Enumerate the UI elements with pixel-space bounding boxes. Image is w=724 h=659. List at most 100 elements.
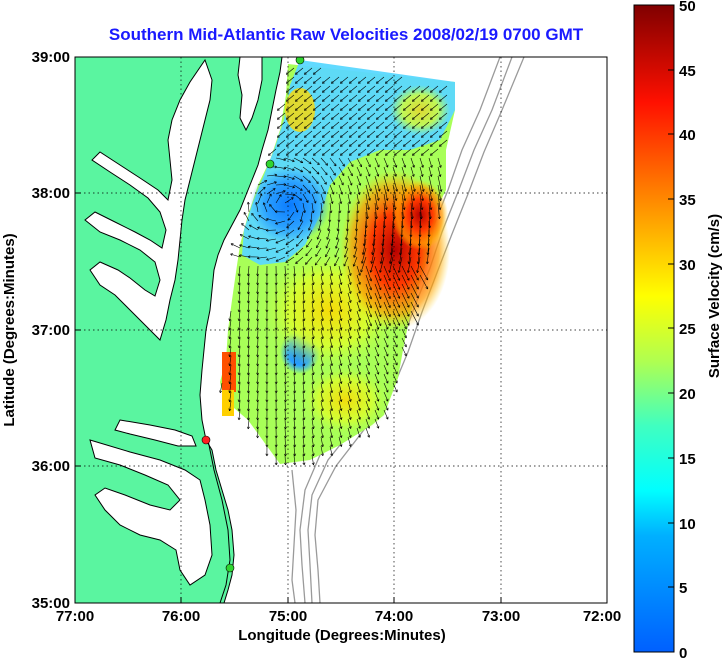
velocity-arrow-head xyxy=(246,336,250,340)
velocity-arrow-head xyxy=(348,390,352,393)
velocity-arrow-head xyxy=(406,322,410,326)
velocity-arrow xyxy=(394,148,403,156)
velocity-arrow-head xyxy=(429,165,433,168)
velocity-arrow-head xyxy=(421,125,424,129)
velocity-arrow xyxy=(313,139,322,147)
velocity-arrow xyxy=(329,373,333,384)
velocity-arrow-head xyxy=(313,107,316,111)
velocity-arrow-head xyxy=(345,228,349,232)
velocity-arrow-head xyxy=(376,80,379,84)
velocity-arrow xyxy=(418,238,421,255)
velocity-arrow xyxy=(335,238,340,249)
velocity-arrow xyxy=(403,139,412,147)
velocity-arrow-head xyxy=(321,345,324,349)
velocity-arrow xyxy=(347,265,352,276)
velocity-arrow xyxy=(374,346,379,357)
velocity-arrow xyxy=(286,112,295,120)
velocity-arrow xyxy=(419,184,424,201)
velocity-arrow xyxy=(370,256,376,273)
velocity-arrow xyxy=(371,247,376,264)
velocity-arrow-head xyxy=(385,380,389,384)
velocity-arrow-head xyxy=(394,125,397,129)
velocity-arrow-head xyxy=(325,254,328,258)
velocity-arrow xyxy=(322,76,331,84)
velocity-arrow-head xyxy=(348,381,352,384)
velocity-arrow xyxy=(421,103,430,111)
velocity-arrow xyxy=(275,166,286,169)
velocity-arrow-head xyxy=(403,143,406,147)
velocity-arrow xyxy=(338,364,342,375)
velocity-arrow-head xyxy=(403,125,406,129)
velocity-arrow-head xyxy=(430,198,433,201)
velocity-arrow-head xyxy=(293,282,297,286)
velocity-arrow xyxy=(295,76,304,84)
velocity-arrow xyxy=(311,382,314,393)
velocity-arrow-head xyxy=(356,210,360,214)
velocity-arrow xyxy=(284,197,294,204)
velocity-arrow xyxy=(347,175,353,186)
velocity-arrow-head xyxy=(277,107,280,111)
velocity-arrow xyxy=(365,373,370,384)
velocity-arrow xyxy=(247,337,250,348)
velocity-arrow xyxy=(304,112,313,120)
velocity-arrow xyxy=(322,148,331,156)
velocity-arrow xyxy=(358,103,367,111)
velocity-arrow-head xyxy=(293,462,297,466)
velocity-arrow-head xyxy=(311,336,315,340)
x-tick-label: 77:00 xyxy=(56,608,94,625)
colorbar-tick-label: 15 xyxy=(679,451,696,468)
velocity-arrow-head xyxy=(321,399,324,403)
velocity-arrow xyxy=(326,229,331,240)
velocity-arrow xyxy=(305,247,313,257)
velocity-arrow xyxy=(338,175,344,186)
velocity-arrow xyxy=(437,157,442,168)
velocity-arrow xyxy=(238,283,241,294)
velocity-arrow xyxy=(363,229,367,246)
velocity-arrow xyxy=(311,175,319,184)
velocity-arrow xyxy=(331,121,340,129)
velocity-arrow xyxy=(392,292,400,308)
velocity-arrow-head xyxy=(412,116,415,120)
velocity-arrow-head xyxy=(430,116,433,120)
velocity-arrow-head xyxy=(358,273,361,276)
colorbar-tick-label: 25 xyxy=(679,321,696,338)
velocity-arrow-head xyxy=(311,426,315,430)
velocity-arrow-head xyxy=(321,282,324,286)
velocity-arrow-head xyxy=(265,238,269,242)
velocity-arrow-head xyxy=(266,217,269,221)
velocity-arrow xyxy=(403,121,412,129)
velocity-arrow xyxy=(247,202,250,213)
velocity-arrow xyxy=(336,229,340,240)
velocity-arrow-head xyxy=(394,173,397,177)
velocity-arrow xyxy=(394,130,403,138)
velocity-arrow-head xyxy=(330,444,334,447)
velocity-arrow-head xyxy=(246,399,250,403)
velocity-arrow xyxy=(229,319,232,330)
velocity-arrow xyxy=(439,103,448,111)
velocity-arrow-head xyxy=(293,363,297,367)
velocity-arrow-head xyxy=(367,107,370,111)
velocity-arrow xyxy=(383,355,389,366)
velocity-arrow-head xyxy=(295,116,298,120)
velocity-arrow xyxy=(338,319,342,330)
velocity-arrow-head xyxy=(367,143,370,147)
velocity-arrow-head xyxy=(349,89,352,93)
velocity-arrow xyxy=(277,130,286,138)
velocity-arrow xyxy=(329,391,333,402)
velocity-arrow xyxy=(421,94,430,102)
velocity-arrow xyxy=(308,220,313,231)
velocity-arrow-head xyxy=(358,345,361,348)
velocity-arrow-head xyxy=(349,134,352,138)
velocity-arrow-head xyxy=(331,98,334,102)
velocity-arrow-head xyxy=(311,435,315,439)
velocity-arrow xyxy=(401,193,405,210)
velocity-arrow xyxy=(277,103,286,111)
velocity-arrow-head xyxy=(402,207,406,211)
x-tick-label: 75:00 xyxy=(269,608,307,625)
velocity-arrow xyxy=(374,328,379,339)
velocity-arrow-head xyxy=(348,345,352,348)
velocity-arrow-head xyxy=(293,327,297,331)
velocity-arrow-head xyxy=(302,444,306,448)
velocity-arrow xyxy=(347,202,350,213)
velocity-arrow-head xyxy=(237,408,241,412)
